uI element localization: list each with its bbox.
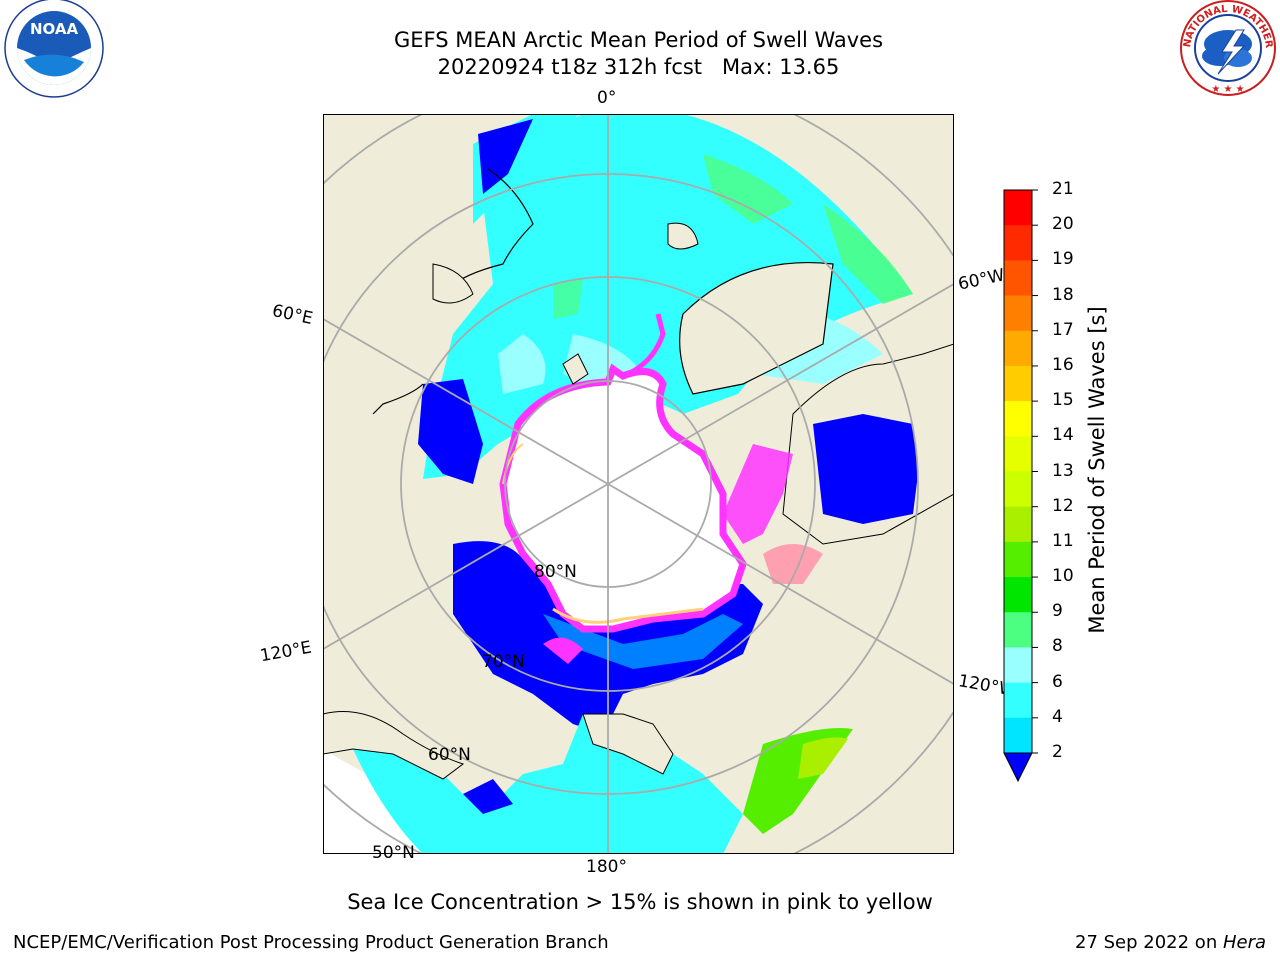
colorbar-tick-label: 14 bbox=[1052, 425, 1074, 446]
colorbar-segment bbox=[1004, 436, 1032, 472]
colorbar-tick-label: 18 bbox=[1052, 284, 1074, 305]
colorbar-segment bbox=[1004, 295, 1032, 332]
max-value-label: Max: 13.65 bbox=[722, 55, 840, 79]
footer-date-text: 27 Sep 2022 on bbox=[1075, 932, 1223, 953]
kara-sea bbox=[418, 379, 483, 484]
colorbar-tick-label: 13 bbox=[1052, 460, 1074, 481]
noaa-logo: NOAA bbox=[4, 0, 104, 98]
meridian-label-0: 0° bbox=[597, 88, 617, 108]
meridian-label-120e: 120°E bbox=[258, 637, 314, 667]
noaa-logo-text: NOAA bbox=[30, 20, 79, 38]
footer-credit: NCEP/EMC/Verification Post Processing Pr… bbox=[13, 932, 609, 953]
colorbar-tick-label: 6 bbox=[1052, 671, 1063, 692]
colorbar-tick-label: 8 bbox=[1052, 636, 1063, 657]
colorbar-segment bbox=[1004, 577, 1032, 613]
parallel-label-80n: 80°N bbox=[534, 562, 577, 582]
colorbar-tick-label: 16 bbox=[1052, 354, 1074, 375]
colorbar-segment bbox=[1004, 717, 1032, 754]
colorbar-segment bbox=[1004, 260, 1032, 297]
colorbar-segment bbox=[1004, 190, 1032, 226]
colorbar-tick-label: 15 bbox=[1052, 390, 1074, 411]
colorbar-segment bbox=[1004, 506, 1032, 543]
parallel-label-70n: 70°N bbox=[482, 652, 525, 672]
colorbar bbox=[1003, 189, 1038, 783]
polar-map bbox=[323, 114, 954, 854]
colorbar-segment bbox=[1004, 365, 1032, 402]
forecast-label: 20220924 t18z 312h fcst bbox=[437, 55, 703, 79]
footer-date: 27 Sep 2022 on Hera bbox=[1075, 932, 1266, 953]
chart-subtitle: 20220924 t18z 312h fcst Max: 13.65 bbox=[0, 54, 1277, 81]
sea-ice-note: Sea Ice Concentration > 15% is shown in … bbox=[347, 890, 933, 914]
hudson-bay bbox=[813, 414, 918, 524]
colorbar-segment bbox=[1004, 225, 1032, 261]
parallel-label-60n: 60°N bbox=[428, 745, 471, 765]
colorbar-tick-label: 17 bbox=[1052, 319, 1074, 340]
nws-logo: NATIONAL WEATHER SERVICE ★ ★ ★ bbox=[1178, 0, 1276, 96]
meridian-label-180: 180° bbox=[586, 857, 627, 877]
colorbar-tick-label: 9 bbox=[1052, 601, 1063, 622]
colorbar-segment bbox=[1004, 401, 1032, 437]
colorbar-segment bbox=[1004, 471, 1032, 508]
colorbar-segment bbox=[1004, 541, 1032, 578]
greenland-land bbox=[679, 261, 834, 395]
chart-title: GEFS MEAN Arctic Mean Period of Swell Wa… bbox=[393, 28, 884, 52]
colorbar-tick-label: 12 bbox=[1052, 495, 1074, 516]
colorbar-segment bbox=[1004, 647, 1032, 684]
svg-text:★ ★ ★: ★ ★ ★ bbox=[1211, 84, 1244, 95]
colorbar-title: Mean Period of Swell Waves [s] bbox=[1085, 306, 1109, 634]
colorbar-tick-label: 11 bbox=[1052, 530, 1074, 551]
colorbar-tick-label: 10 bbox=[1052, 566, 1074, 587]
colorbar-tick-label: 2 bbox=[1052, 742, 1063, 762]
colorbar-segment bbox=[1004, 682, 1032, 719]
colorbar-extend-arrow bbox=[1003, 752, 1033, 783]
no-data-region bbox=[323, 749, 553, 854]
map-frame bbox=[323, 114, 954, 854]
graticule bbox=[323, 114, 954, 854]
colorbar-tick-label: 4 bbox=[1052, 706, 1063, 727]
colorbar-segment bbox=[1004, 612, 1032, 648]
footer-host: Hera bbox=[1222, 932, 1266, 953]
baltic-low bbox=[478, 119, 533, 194]
archipelago-ice bbox=[723, 444, 793, 544]
colorbar-tick-label: 19 bbox=[1052, 249, 1074, 270]
colorbar-tick-label: 21 bbox=[1052, 179, 1074, 199]
parallel-label-50n: 50°N bbox=[372, 843, 415, 863]
meridian-label-60e: 60°E bbox=[270, 300, 315, 330]
colorbar-segment bbox=[1004, 330, 1032, 367]
colorbar-tick-label: 20 bbox=[1052, 214, 1074, 235]
